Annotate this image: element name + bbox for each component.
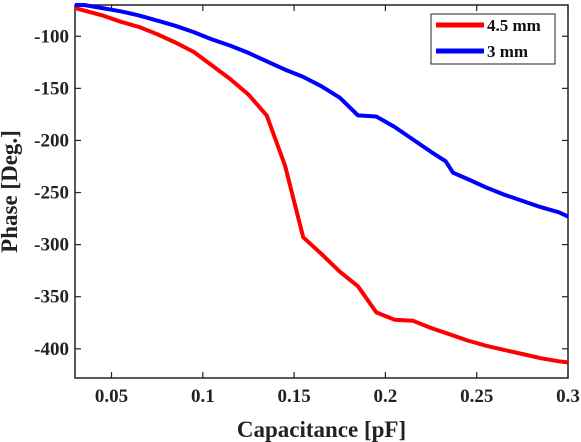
y-tick-label: -100 [34, 26, 69, 47]
y-tick-label: -400 [34, 339, 69, 360]
y-tick-label: -250 [34, 183, 69, 204]
series-layer [74, 3, 569, 365]
y-tick-label: -350 [34, 287, 69, 308]
legend-label-3-mm: 3 mm [487, 42, 528, 61]
y-tick-label: -200 [34, 130, 69, 151]
x-tick-label: 0.2 [374, 386, 398, 407]
series-line-4-5-mm [74, 6, 569, 365]
x-axis-title: Capacitance [pF] [237, 417, 406, 442]
x-tick-label: 0.05 [95, 386, 128, 407]
legend-box [430, 13, 556, 65]
y-tick-label: -150 [34, 78, 69, 99]
legend: 4.5 mm 3 mm [430, 13, 556, 65]
series-line-3-mm [75, 3, 569, 219]
x-tick-label: 0.15 [277, 386, 310, 407]
plot-frame [74, 4, 569, 379]
x-tick-label: 0.3 [556, 386, 580, 407]
x-tick-label: 0.25 [460, 386, 493, 407]
x-axis-ticks: 0.05 0.1 0.15 0.2 0.25 0.3 [95, 5, 580, 407]
x-tick-label: 0.1 [191, 386, 215, 407]
plot-area: -100 -150 -200 -250 -300 -350 -400 0.05 0.1 0.15… [34, 3, 580, 407]
y-tick-label: -300 [34, 235, 69, 256]
y-axis-title: Phase [Deg.] [0, 130, 22, 253]
legend-label-4-5-mm: 4.5 mm [487, 16, 541, 35]
y-axis-ticks: -100 -150 -200 -250 -300 -350 -400 [34, 26, 568, 360]
